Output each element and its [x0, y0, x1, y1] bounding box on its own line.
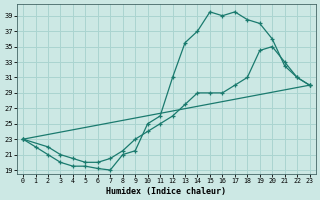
X-axis label: Humidex (Indice chaleur): Humidex (Indice chaleur) [106, 187, 226, 196]
